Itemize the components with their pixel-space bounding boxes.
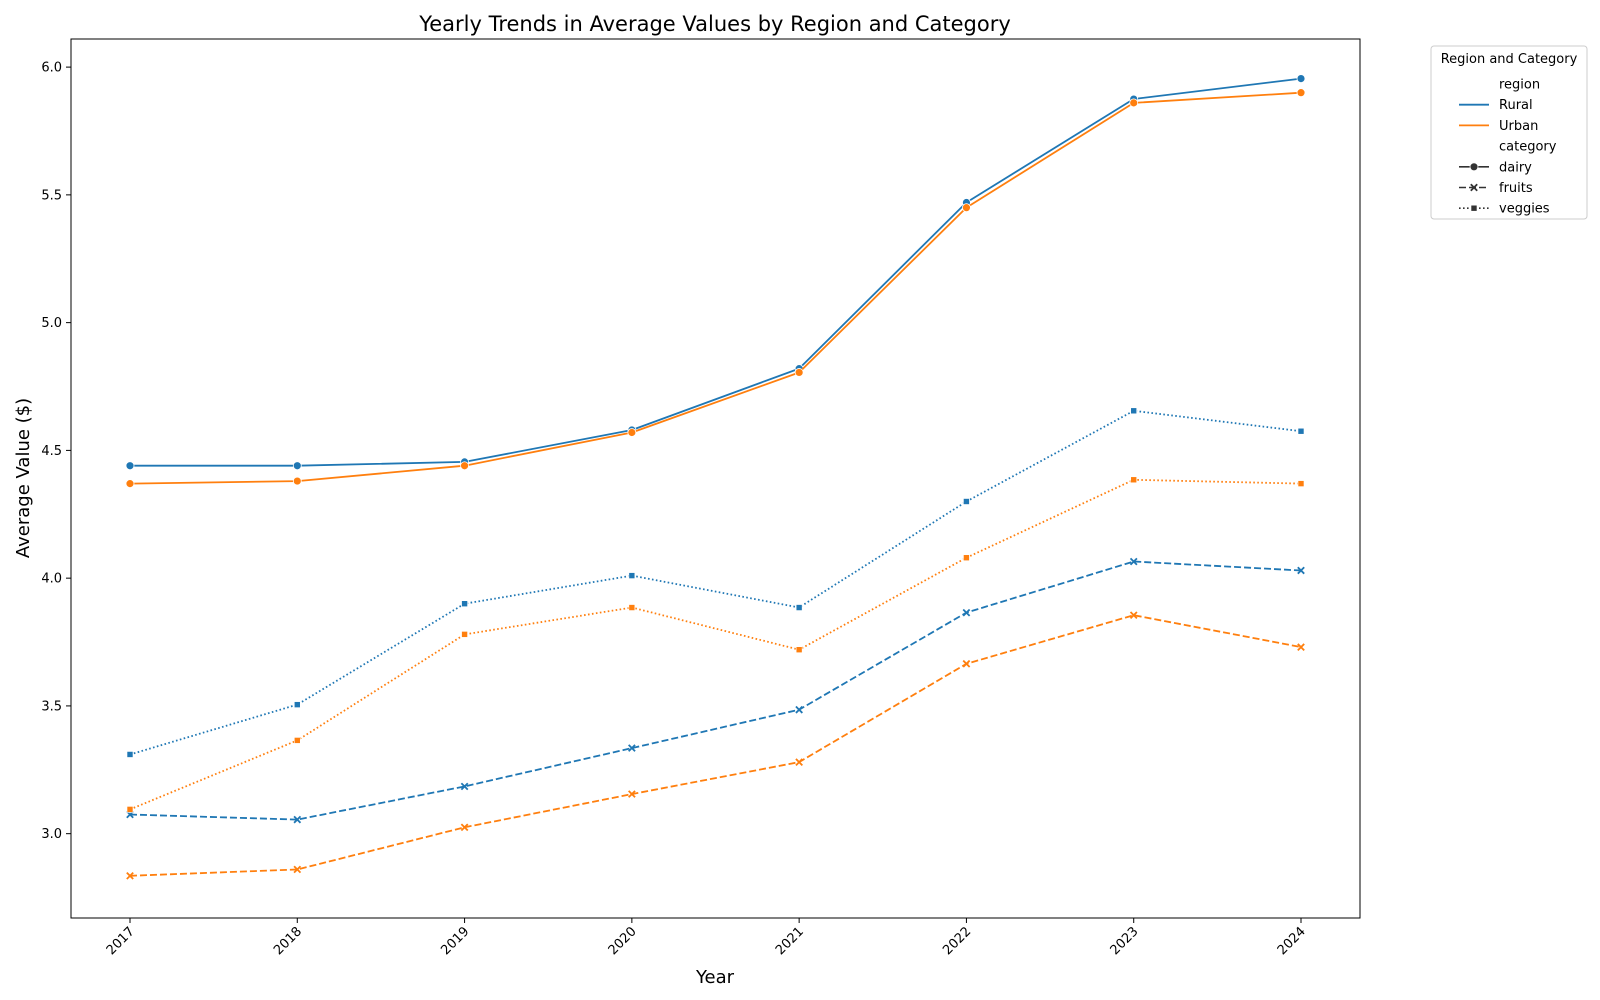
- legend-label: dairy: [1499, 160, 1532, 175]
- data-point: [962, 203, 971, 213]
- series-line: [129, 478, 1302, 811]
- legend-header-region: region: [1499, 78, 1540, 93]
- x-tick-label: 2022: [940, 924, 974, 958]
- legend-label: veggies: [1499, 202, 1550, 217]
- x-axis: 2017 2018 2019 2020 2021 2022 2023 2024: [104, 918, 1309, 958]
- data-point: [795, 758, 803, 766]
- data-point: [1296, 88, 1306, 98]
- series-line: [129, 409, 1302, 756]
- legend-label: fruits: [1499, 181, 1533, 196]
- y-tick-label: 4.5: [41, 444, 62, 459]
- data-point: [292, 461, 302, 471]
- legend-label: Urban: [1499, 119, 1538, 134]
- data-point: [460, 782, 469, 791]
- data-point: [1129, 557, 1138, 566]
- data-point: [795, 646, 803, 654]
- series-layer: [125, 74, 1306, 880]
- data-point: [963, 554, 970, 562]
- legend-marker: [1470, 183, 1478, 192]
- data-point: [461, 600, 468, 608]
- data-point: [628, 572, 636, 579]
- data-point: [126, 806, 134, 813]
- plot-frame: [70, 38, 1361, 919]
- series-urban-veggies: [126, 476, 1305, 813]
- y-axis: 3.0 3.5 4.0 4.5 5.0 5.5 6.0: [41, 61, 71, 842]
- data-point: [628, 744, 636, 752]
- data-point: [628, 604, 636, 611]
- data-point: [628, 790, 636, 798]
- data-point: [126, 872, 134, 880]
- x-tick-label: 2021: [773, 924, 807, 958]
- data-point: [963, 498, 970, 505]
- y-tick-label: 4.0: [41, 572, 62, 587]
- x-tick-label: 2024: [1275, 924, 1309, 958]
- series-line: [129, 560, 1302, 821]
- series-urban-dairy: [125, 88, 1306, 489]
- x-tick-label: 2017: [104, 924, 138, 958]
- data-point: [1297, 643, 1305, 651]
- legend-marker: [1470, 204, 1478, 212]
- legend-header-category: category: [1499, 140, 1557, 155]
- data-point: [292, 476, 302, 486]
- series-rural-fruits: [126, 557, 1305, 824]
- data-point: [627, 428, 637, 437]
- x-tick-label: 2023: [1108, 924, 1142, 958]
- data-point: [293, 737, 301, 744]
- legend-item-veggies: veggies: [1459, 202, 1550, 217]
- data-point: [460, 461, 469, 471]
- legend-title: Region and Category: [1441, 52, 1578, 67]
- data-point: [1129, 98, 1139, 108]
- legend: Region and Category region Rural Urban categ…: [1430, 45, 1588, 220]
- data-point: [125, 479, 135, 489]
- data-point: [125, 461, 135, 471]
- plot-area: 3.03.54.04.55.05.56.0 2017 2018 2019 2020 20…: [41, 38, 1361, 958]
- series-line: [129, 91, 1302, 485]
- x-tick-label: 2020: [606, 924, 640, 958]
- y-tick-label: 3.5: [41, 699, 62, 714]
- series-urban-fruits: [126, 611, 1305, 880]
- x-tick-label: 2018: [271, 924, 305, 958]
- legend-item-urban: Urban: [1459, 119, 1538, 134]
- legend-marker: [1469, 162, 1479, 172]
- data-point: [461, 631, 468, 638]
- series-rural-veggies: [126, 407, 1305, 758]
- data-point: [795, 705, 803, 714]
- series-line: [129, 614, 1302, 877]
- data-point: [1297, 480, 1305, 487]
- data-point: [460, 823, 469, 832]
- data-point: [1297, 427, 1305, 435]
- y-tick-label: 5.5: [41, 188, 62, 203]
- y-tick-label: 5.0: [41, 316, 62, 331]
- x-axis-label: Year: [695, 967, 735, 988]
- legend-box: [1430, 45, 1588, 220]
- data-point: [1297, 566, 1305, 575]
- chart-title: Yearly Trends in Average Values by Regio…: [418, 12, 1011, 36]
- data-point: [126, 751, 134, 758]
- data-point: [1296, 74, 1306, 84]
- data-point: [293, 701, 301, 708]
- legend-label: Rural: [1499, 98, 1533, 113]
- data-point: [1129, 611, 1138, 620]
- series-line: [130, 77, 1302, 467]
- data-point: [795, 604, 803, 611]
- legend-item-dairy: dairy: [1459, 160, 1532, 175]
- data-point: [794, 368, 804, 377]
- data-point: [293, 865, 302, 874]
- y-axis-label: Average Value ($): [13, 398, 34, 558]
- data-point: [293, 815, 302, 824]
- y-tick-label: 6.0: [41, 61, 62, 76]
- data-point: [1130, 407, 1138, 415]
- legend-item-rural: Rural: [1459, 98, 1533, 113]
- data-point: [1130, 476, 1138, 484]
- data-point: [962, 608, 971, 617]
- y-tick-label: 3.0: [41, 827, 62, 842]
- legend-item-fruits: fruits: [1459, 181, 1533, 196]
- data-point: [962, 659, 971, 668]
- x-tick-label: 2019: [438, 924, 472, 958]
- series-rural-dairy: [125, 74, 1306, 471]
